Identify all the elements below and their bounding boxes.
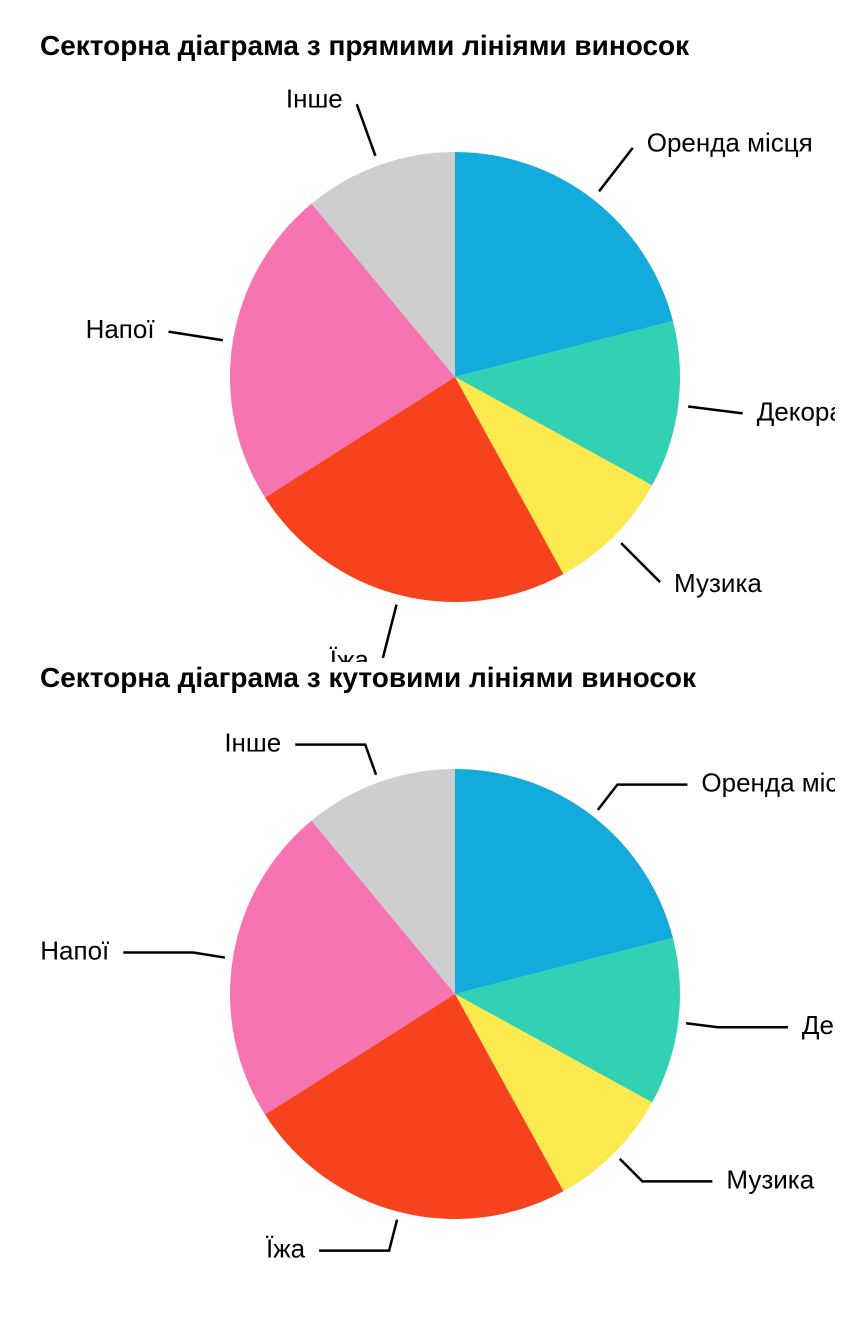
slice-label: Напої bbox=[86, 314, 155, 344]
leader-line bbox=[319, 1220, 397, 1251]
leader-line bbox=[686, 1023, 788, 1027]
slice-label: Оренда місця bbox=[701, 767, 835, 797]
slice-label: Музика bbox=[674, 568, 762, 598]
slice-label: Оренда місця bbox=[647, 128, 813, 158]
pie-svg: Оренда місця Декорації Музика Їжа Напої Інше bbox=[40, 72, 835, 662]
leader-line bbox=[621, 543, 660, 582]
slice-label: Музика bbox=[726, 1164, 814, 1194]
leader-line bbox=[688, 406, 743, 413]
chart-pie-straight: Секторна діаграма з прямими лініями вино… bbox=[40, 30, 835, 662]
leader-line bbox=[295, 745, 376, 775]
slice-label: Декорації bbox=[802, 1010, 835, 1040]
leader-line bbox=[620, 1159, 713, 1182]
chart-title: Секторна діаграма з кутовими лініями вин… bbox=[40, 662, 835, 694]
chart-pie-angled: Секторна діаграма з кутовими лініями вин… bbox=[40, 662, 835, 1264]
slice-label: Інше bbox=[224, 728, 281, 758]
leader-line bbox=[599, 148, 633, 191]
slice-label: Декорації bbox=[757, 397, 835, 427]
leader-line bbox=[357, 104, 376, 156]
leader-line bbox=[169, 332, 223, 341]
chart-title: Секторна діаграма з прямими лініями вино… bbox=[40, 30, 835, 62]
slice-label: Напої bbox=[40, 935, 109, 965]
leader-line bbox=[123, 953, 225, 958]
page-root: Секторна діаграма з прямими лініями вино… bbox=[40, 30, 835, 1264]
chart-stage: Оренда місця Декорації Музика Їжа Напої Інше bbox=[40, 72, 835, 662]
slice-label: Їжа bbox=[266, 1234, 306, 1264]
slice-label: Інше bbox=[286, 83, 343, 113]
pie-svg: Оренда місця Декорації Музика Їжа Напої Інше bbox=[40, 704, 835, 1264]
leader-line bbox=[383, 605, 397, 658]
chart-stage: Оренда місця Декорації Музика Їжа Напої Інше bbox=[40, 704, 835, 1264]
leader-line bbox=[598, 785, 688, 810]
slice-label: Їжа bbox=[330, 645, 370, 662]
